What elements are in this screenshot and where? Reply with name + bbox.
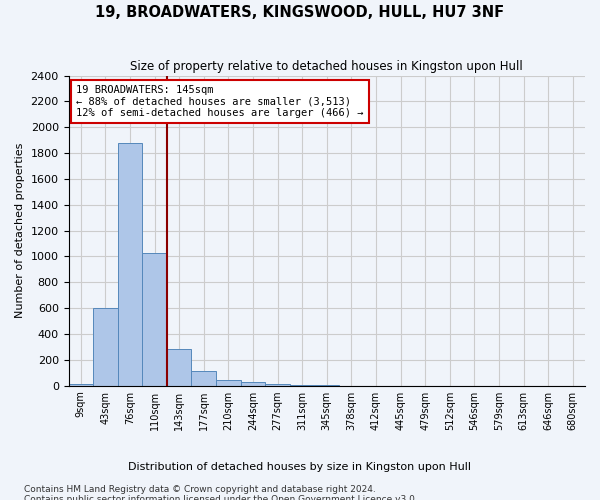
Y-axis label: Number of detached properties: Number of detached properties bbox=[15, 143, 25, 318]
Bar bbox=[216, 380, 241, 386]
Text: 19 BROADWATERS: 145sqm
← 88% of detached houses are smaller (3,513)
12% of semi-: 19 BROADWATERS: 145sqm ← 88% of detached… bbox=[76, 85, 364, 118]
Title: Size of property relative to detached houses in Kingston upon Hull: Size of property relative to detached ho… bbox=[130, 60, 523, 73]
Bar bbox=[290, 385, 314, 386]
Bar bbox=[68, 384, 93, 386]
Bar bbox=[167, 349, 191, 386]
Bar bbox=[191, 371, 216, 386]
Bar bbox=[241, 382, 265, 386]
Bar bbox=[142, 252, 167, 386]
Bar bbox=[118, 142, 142, 386]
Bar bbox=[93, 308, 118, 386]
Text: Distribution of detached houses by size in Kingston upon Hull: Distribution of detached houses by size … bbox=[128, 462, 472, 472]
Text: Contains HM Land Registry data © Crown copyright and database right 2024.
Contai: Contains HM Land Registry data © Crown c… bbox=[24, 485, 418, 500]
Text: 19, BROADWATERS, KINGSWOOD, HULL, HU7 3NF: 19, BROADWATERS, KINGSWOOD, HULL, HU7 3N… bbox=[95, 5, 505, 20]
Bar bbox=[265, 384, 290, 386]
